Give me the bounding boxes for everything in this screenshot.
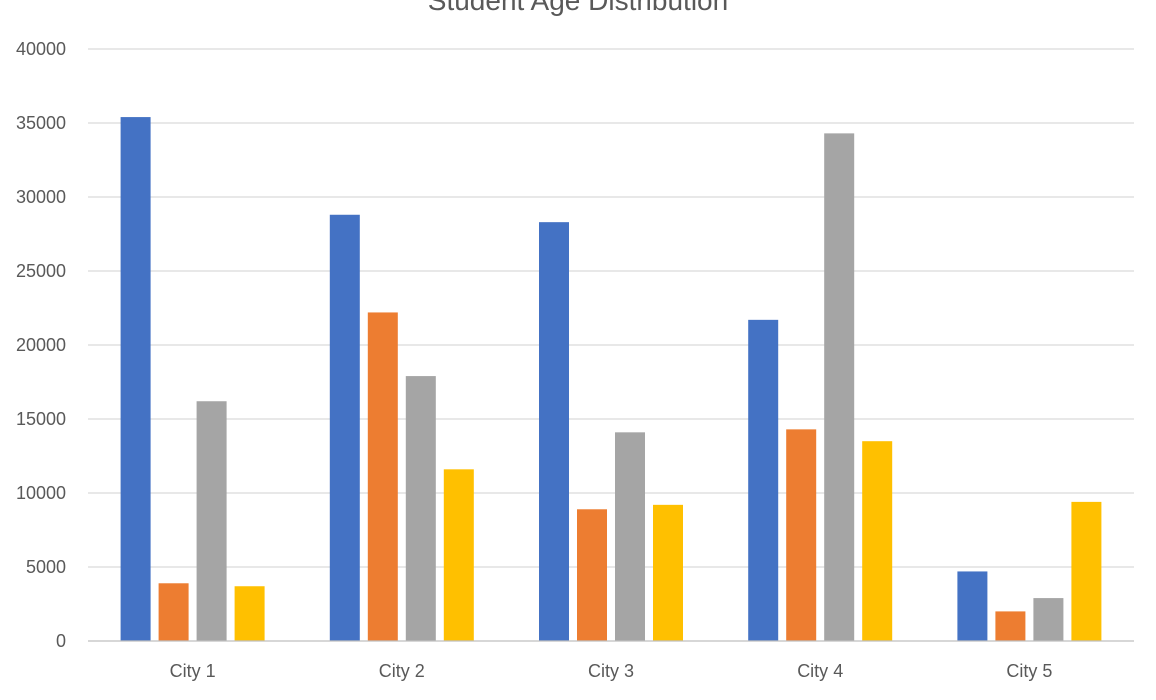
y-tick-label: 25000 bbox=[16, 261, 66, 281]
bar-city-1-series-1 bbox=[120, 117, 151, 641]
bar-city-4-series-1 bbox=[748, 319, 779, 641]
y-axis-tick-labels: 0 5000 10000 15000 20000 25000 30000 35000 40000 bbox=[16, 39, 66, 651]
bar-city-2-series-1 bbox=[329, 214, 360, 641]
bar-city-5-series-3 bbox=[1033, 598, 1064, 641]
bar-city-5-series-4 bbox=[1071, 501, 1102, 641]
bar-city-2-series-2 bbox=[367, 312, 398, 641]
y-tick-label: 10000 bbox=[16, 483, 66, 503]
y-tick-label: 20000 bbox=[16, 335, 66, 355]
chart-title: Student Age Distribution bbox=[428, 0, 728, 16]
x-category-label: City 1 bbox=[170, 661, 216, 681]
bar-city-1-series-2 bbox=[158, 583, 189, 641]
y-tick-label: 15000 bbox=[16, 409, 66, 429]
x-category-label: City 2 bbox=[379, 661, 425, 681]
bar-city-1-series-3 bbox=[196, 401, 227, 641]
bar-city-4-series-3 bbox=[824, 133, 855, 642]
bar-city-2-series-4 bbox=[443, 469, 474, 641]
gridlines bbox=[88, 48, 1134, 568]
bar-city-5-series-2 bbox=[995, 611, 1026, 641]
bar-city-1-series-4 bbox=[234, 586, 265, 641]
x-category-label: City 5 bbox=[1006, 661, 1052, 681]
bar-city-2-series-3 bbox=[405, 376, 436, 641]
bar-city-4-series-2 bbox=[786, 429, 817, 641]
y-tick-label: 30000 bbox=[16, 187, 66, 207]
bar-city-3-series-3 bbox=[615, 432, 645, 641]
x-category-label: City 4 bbox=[797, 661, 843, 681]
bar-city-3-series-4 bbox=[653, 504, 683, 641]
bar-city-4-series-4 bbox=[862, 441, 893, 641]
y-tick-label: 35000 bbox=[16, 113, 66, 133]
x-category-label: City 3 bbox=[588, 661, 634, 681]
y-tick-label: 5000 bbox=[26, 557, 66, 577]
y-tick-label: 40000 bbox=[16, 39, 66, 59]
x-axis-category-labels: City 1 City 2 City 3 City 4 City 5 bbox=[170, 661, 1053, 681]
bar-city-5-series-1 bbox=[957, 571, 988, 641]
bar-city-3-series-1 bbox=[539, 222, 569, 641]
bars bbox=[120, 117, 1102, 642]
y-tick-label: 0 bbox=[56, 631, 66, 651]
bar-city-3-series-2 bbox=[577, 509, 607, 641]
